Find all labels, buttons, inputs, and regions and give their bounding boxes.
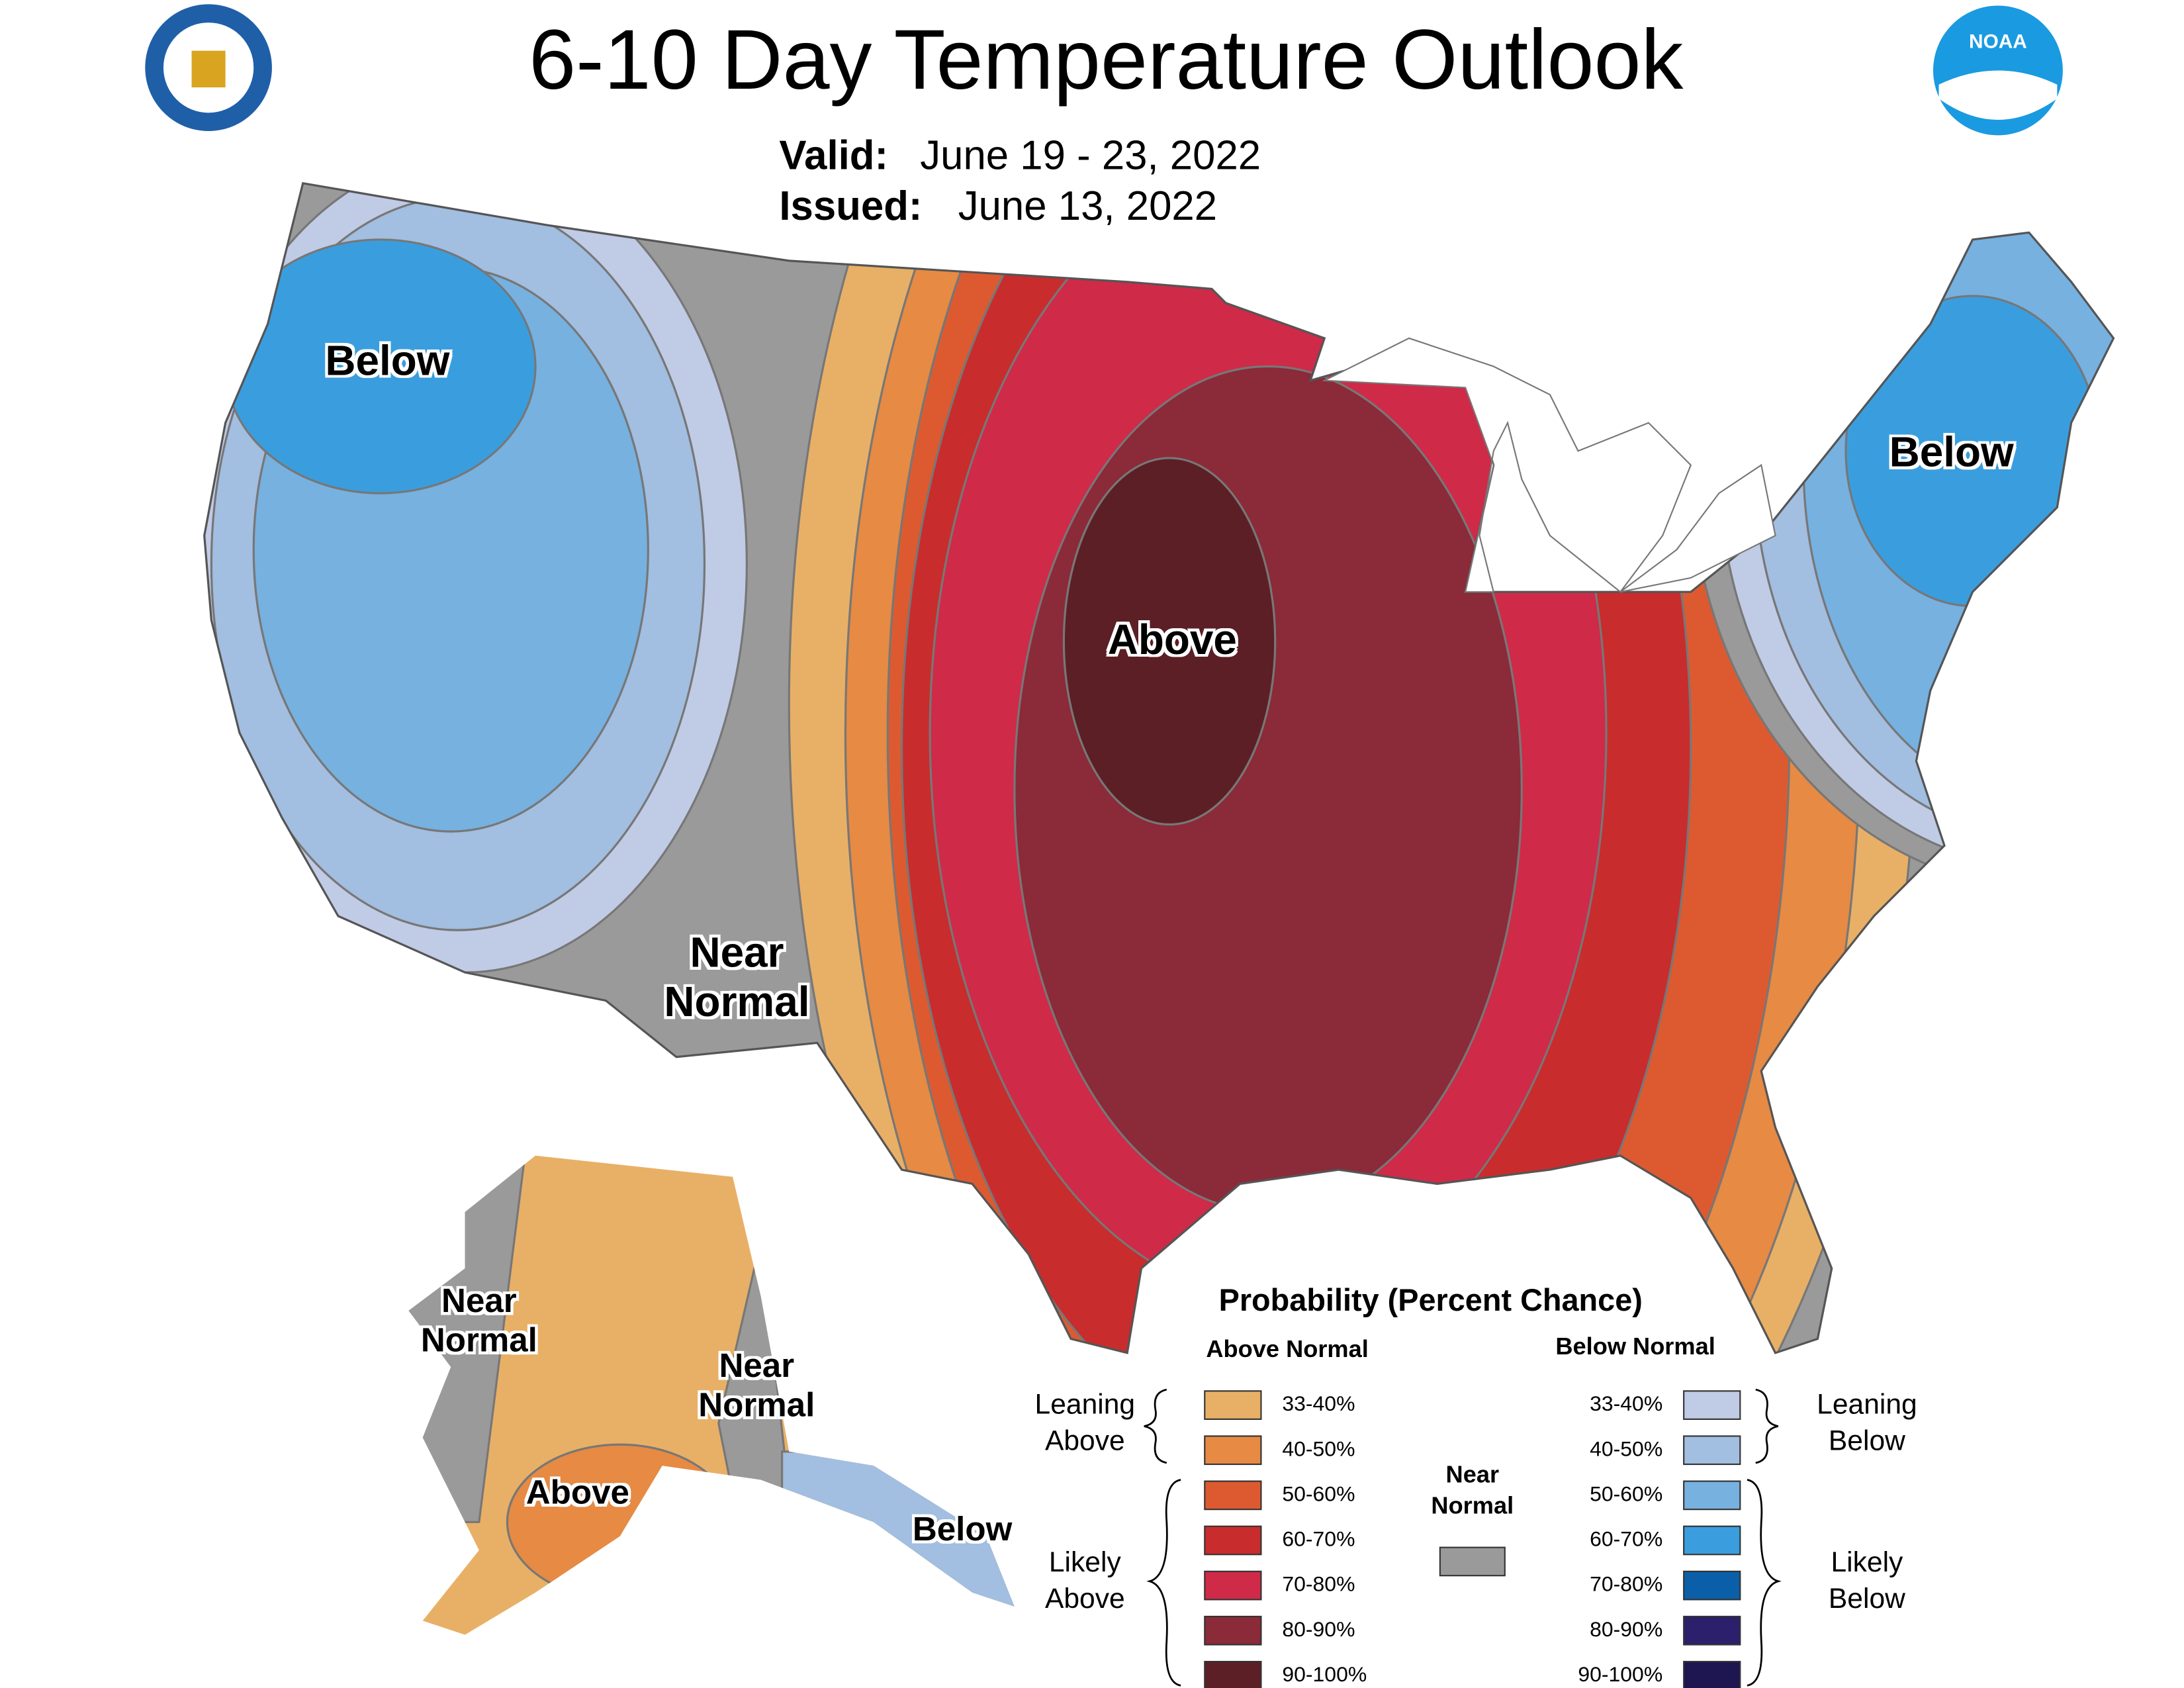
legend-swatch (1204, 1435, 1262, 1466)
legend-item-label: 80-90% (1282, 1618, 1355, 1642)
group-label: Likely Above (1044, 1547, 1125, 1615)
brace (1747, 1479, 1782, 1687)
noaa-text: NOAA (1969, 30, 2027, 52)
legend-item-label: 70-80% (1282, 1572, 1355, 1597)
issued-date: June 13, 2022 (958, 184, 1218, 230)
legend-swatch (1683, 1570, 1741, 1601)
group-label: Likely Below (1828, 1547, 1905, 1615)
legend-swatch (1204, 1390, 1262, 1420)
map-label: Near Normal (420, 1282, 537, 1360)
valid-dates: June 19 - 23, 2022 (920, 134, 1261, 179)
legend-header: Above Normal (1206, 1336, 1369, 1363)
legend-swatch (1204, 1480, 1262, 1511)
legend-header: Below Normal (1555, 1333, 1715, 1360)
above-band (1013, 365, 1523, 1213)
commerce-seal (191, 50, 226, 87)
brace (1755, 1388, 1779, 1464)
legend-swatch (1683, 1480, 1741, 1511)
legend-swatch (1204, 1661, 1262, 1688)
legend-item-label: 90-100% (1282, 1663, 1367, 1687)
legend-item-label: 90-100% (1578, 1663, 1663, 1687)
legend-swatch (1204, 1570, 1262, 1601)
map-label: Below (325, 338, 450, 385)
map-label: Above (1107, 617, 1237, 664)
legend-swatch (1683, 1661, 1741, 1688)
map-label: Near Normal (698, 1347, 815, 1425)
legend-item-label: 33-40% (1282, 1392, 1355, 1417)
legend-swatch (1683, 1435, 1741, 1466)
legend-swatch (1439, 1546, 1506, 1577)
legend-item-label: 50-60% (1590, 1482, 1663, 1507)
braces (1144, 1388, 1782, 1687)
legend-item-label: 33-40% (1590, 1392, 1663, 1417)
near-normal-area (408, 1155, 530, 1523)
legend-item-label: 70-80% (1590, 1572, 1663, 1597)
legend-item-label: 40-50% (1282, 1437, 1355, 1462)
group-label: Leaning Below (1817, 1389, 1917, 1458)
title: 6-10 Day Temperature Outlook (529, 13, 1684, 107)
great-lakes (1322, 337, 1776, 593)
group-label: Leaning Above (1034, 1389, 1136, 1458)
map-label: Above (525, 1474, 629, 1513)
map-label: Below (912, 1511, 1013, 1549)
legend-swatch (1204, 1615, 1262, 1646)
legend-item-label: 60-70% (1282, 1527, 1355, 1552)
valid-label: Valid: (779, 134, 889, 179)
legend-item-label: 80-90% (1590, 1618, 1663, 1642)
above-band (1062, 457, 1277, 826)
legend-swatch (1683, 1390, 1741, 1420)
legend-swatch (1683, 1525, 1741, 1556)
legend-item-label: 40-50% (1590, 1437, 1663, 1462)
brace (1146, 1479, 1181, 1687)
map-label: Near Normal (664, 930, 810, 1025)
noaa-logo (1938, 70, 2058, 120)
map-label: Below (1889, 430, 2014, 477)
brace (1144, 1388, 1167, 1464)
legend-item-label: 60-70% (1590, 1527, 1663, 1552)
legend-swatch (1683, 1615, 1741, 1646)
logos: NOAA (145, 4, 2063, 136)
legend-swatch (1204, 1525, 1262, 1556)
legend-swatches (1204, 1390, 1741, 1688)
issued-label: Issued: (779, 184, 923, 230)
near-normal-label: Near Normal (1431, 1461, 1514, 1520)
legend-item-label: 50-60% (1282, 1482, 1355, 1507)
legend-title: Probability (Percent Chance) (1218, 1282, 1643, 1318)
above-band (506, 1443, 734, 1601)
